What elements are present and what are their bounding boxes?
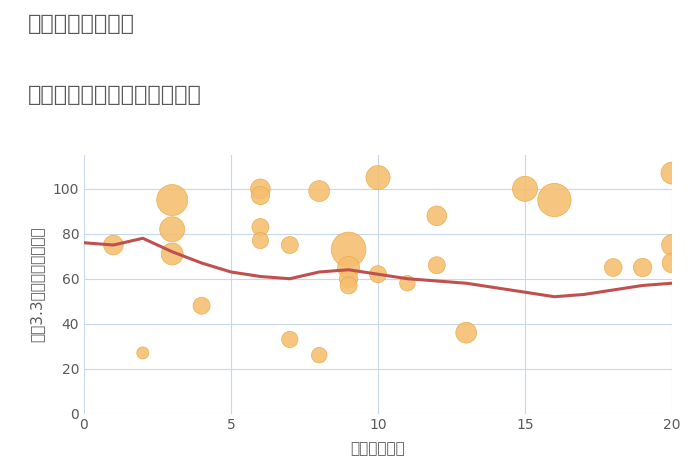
- Point: [343, 264, 354, 271]
- Point: [431, 212, 442, 219]
- Point: [284, 241, 295, 249]
- Point: [167, 196, 178, 204]
- X-axis label: 駅距離（分）: 駅距離（分）: [351, 441, 405, 456]
- Point: [343, 246, 354, 253]
- Point: [196, 302, 207, 309]
- Point: [137, 349, 148, 357]
- Point: [431, 261, 442, 269]
- Point: [608, 264, 619, 271]
- Text: 駅距離別中古マンション価格: 駅距離別中古マンション価格: [28, 85, 202, 105]
- Point: [666, 241, 678, 249]
- Point: [255, 185, 266, 193]
- Point: [314, 188, 325, 195]
- Point: [255, 237, 266, 244]
- Point: [167, 226, 178, 233]
- Point: [108, 241, 119, 249]
- Point: [549, 196, 560, 204]
- Point: [666, 169, 678, 177]
- Point: [167, 250, 178, 258]
- Point: [343, 282, 354, 289]
- Point: [255, 192, 266, 199]
- Y-axis label: 坪（3.3㎡）単価（万円）: 坪（3.3㎡）単価（万円）: [29, 227, 44, 342]
- Point: [372, 174, 384, 181]
- Point: [519, 185, 531, 193]
- Point: [402, 280, 413, 287]
- Point: [284, 336, 295, 343]
- Point: [461, 329, 472, 337]
- Point: [314, 352, 325, 359]
- Point: [637, 264, 648, 271]
- Point: [255, 223, 266, 231]
- Point: [666, 259, 678, 267]
- Point: [343, 275, 354, 282]
- Point: [372, 270, 384, 278]
- Text: 三重県伊賀市瀧の: 三重県伊賀市瀧の: [28, 14, 135, 34]
